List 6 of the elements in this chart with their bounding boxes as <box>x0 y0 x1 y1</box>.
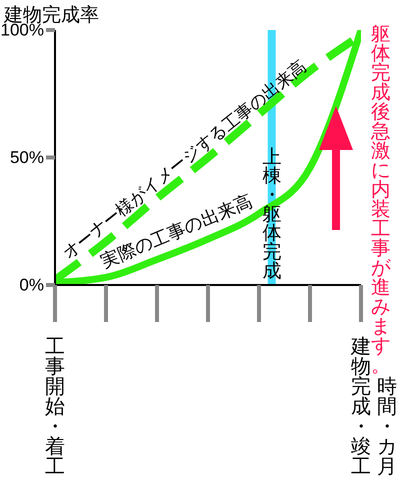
x-tick-label: 建物完成・竣工 <box>350 336 371 478</box>
x-tick-label: 工事開始・着工 <box>45 336 65 478</box>
y-tick-label: 50% <box>10 148 44 167</box>
text: 躯体完成後急激に内装工事が進みます。 <box>371 23 391 376</box>
y-tick-label: 0% <box>19 276 44 294</box>
x-axis-title: 時間・カ月 <box>377 376 397 478</box>
